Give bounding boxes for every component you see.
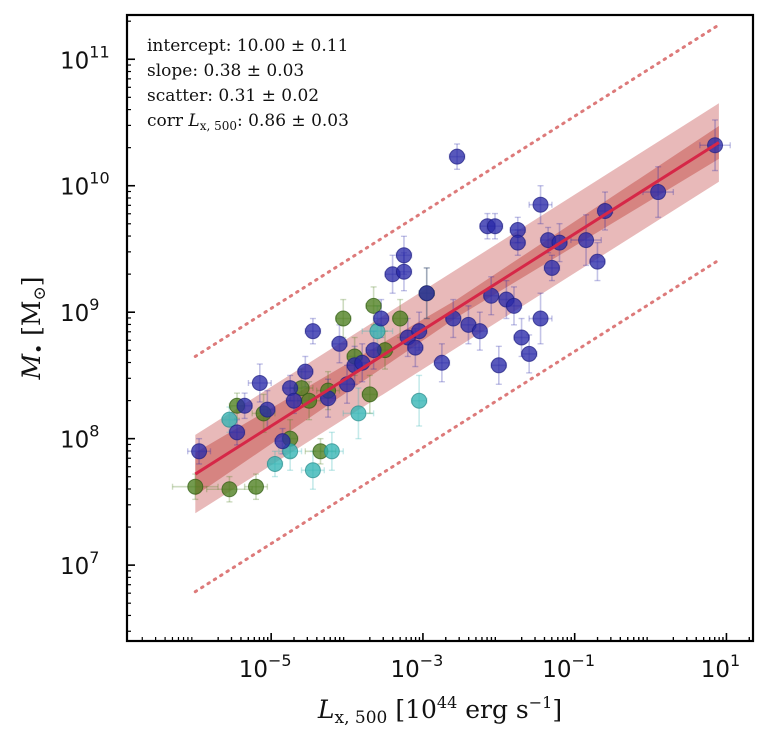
point-blue bbox=[490, 357, 507, 374]
point-blue bbox=[578, 232, 595, 249]
x-tick-label: 10−1 bbox=[542, 651, 595, 683]
point-blue bbox=[532, 196, 549, 213]
point-cyan bbox=[323, 443, 340, 460]
point-blue bbox=[650, 184, 667, 201]
y-tick-label: 107 bbox=[60, 548, 99, 580]
x-ticks: 10−5 10−3 10−1 101 bbox=[141, 633, 750, 683]
point-blue bbox=[395, 247, 412, 264]
point-cyan bbox=[266, 455, 283, 472]
point-green bbox=[361, 386, 378, 403]
annotation-intercept: intercept: 10.00 ± 0.11 bbox=[147, 36, 348, 56]
fit-statistics: intercept: 10.00 ± 0.11 slope: 0.38 ± 0.… bbox=[147, 36, 349, 133]
point-cyan bbox=[304, 462, 321, 479]
y-tick-label: 108 bbox=[60, 422, 99, 454]
point-blue bbox=[589, 253, 606, 270]
fit-line-group bbox=[193, 23, 721, 594]
x-tick-label: 101 bbox=[701, 651, 740, 683]
point-blue bbox=[297, 363, 314, 380]
x-tick-label: 10−5 bbox=[239, 651, 292, 683]
annotation-slope: slope: 0.38 ± 0.03 bbox=[147, 61, 304, 81]
x-axis-label: Lx, 500 [1044 erg s−1] bbox=[317, 693, 562, 728]
point-blue bbox=[236, 397, 253, 414]
point-blue bbox=[304, 323, 321, 340]
point-blue bbox=[229, 424, 246, 441]
y-tick-label: 109 bbox=[60, 295, 99, 327]
plot-frame bbox=[125, 13, 755, 643]
point-blue bbox=[509, 234, 526, 251]
point-blue bbox=[191, 443, 208, 460]
point-blue bbox=[365, 342, 382, 359]
point-cyan bbox=[221, 411, 238, 428]
point-blue bbox=[471, 323, 488, 340]
point-blue bbox=[285, 392, 302, 409]
point-blue bbox=[543, 259, 560, 276]
point-green bbox=[335, 310, 352, 327]
point-blue bbox=[331, 335, 348, 352]
x-tick-label: 10−3 bbox=[390, 651, 443, 683]
point-green bbox=[221, 481, 238, 498]
point-cyan bbox=[350, 405, 367, 422]
point-green bbox=[392, 310, 409, 327]
point-blue bbox=[513, 329, 530, 346]
data-points bbox=[187, 137, 724, 498]
lower-dotted-line bbox=[193, 258, 721, 594]
y-axis-label: M• [M⊙] bbox=[17, 277, 50, 381]
fit-line bbox=[194, 141, 720, 476]
y-tick-label: 1011 bbox=[60, 42, 110, 74]
point-blue bbox=[487, 218, 504, 235]
point-green bbox=[187, 478, 204, 495]
annotation-scatter: scatter: 0.31 ± 0.02 bbox=[147, 86, 319, 106]
point-blue bbox=[407, 339, 424, 356]
point-blue bbox=[373, 310, 390, 327]
y-tick-label: 1010 bbox=[60, 169, 110, 201]
point-blue bbox=[521, 345, 538, 362]
y-ticks: 107 108 109 1010 1011 bbox=[60, 20, 135, 632]
point-blue bbox=[395, 263, 412, 280]
point-blue bbox=[505, 297, 522, 314]
point-blue bbox=[274, 433, 291, 450]
point-blue bbox=[251, 375, 268, 392]
point-blue bbox=[433, 354, 450, 371]
point-blue bbox=[532, 310, 549, 327]
point-blue bbox=[449, 148, 466, 165]
point-green bbox=[365, 297, 382, 314]
upper-dotted-line bbox=[193, 23, 721, 358]
point-green bbox=[247, 478, 264, 495]
point-blue bbox=[259, 401, 276, 418]
annotation-corr: corr Lx, 500: 0.86 ± 0.03 bbox=[147, 111, 349, 133]
point-cyan bbox=[411, 392, 428, 409]
point-blue bbox=[418, 285, 435, 302]
